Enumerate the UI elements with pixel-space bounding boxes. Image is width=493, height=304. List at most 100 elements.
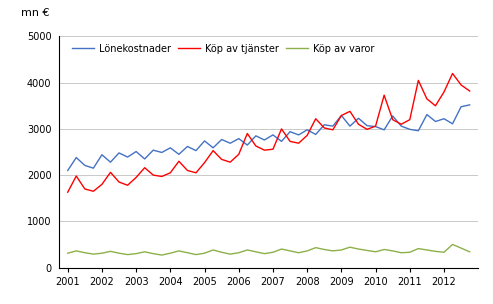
Köp av tjänster xyxy=(373,124,379,128)
Lönekostnader xyxy=(338,114,344,117)
Köp av tjänster xyxy=(450,72,456,75)
Köp av varor xyxy=(202,251,208,255)
Köp av tjänster xyxy=(90,189,96,193)
Lönekostnader xyxy=(236,137,242,140)
Köp av tjänster xyxy=(279,127,284,131)
Köp av tjänster xyxy=(73,174,79,178)
Köp av varor xyxy=(407,250,413,254)
Lönekostnader xyxy=(65,169,70,172)
Line: Köp av tjänster: Köp av tjänster xyxy=(68,74,470,192)
Köp av tjänster xyxy=(82,187,88,191)
Köp av tjänster xyxy=(287,140,293,143)
Köp av tjänster xyxy=(330,128,336,132)
Köp av tjänster xyxy=(313,117,318,121)
Lönekostnader xyxy=(202,139,208,143)
Lönekostnader xyxy=(107,160,113,164)
Köp av tjänster xyxy=(261,148,267,152)
Köp av tjänster xyxy=(304,133,310,137)
Köp av varor xyxy=(90,252,96,256)
Text: mn €: mn € xyxy=(22,8,50,18)
Lönekostnader xyxy=(441,117,447,121)
Köp av tjänster xyxy=(296,141,302,145)
Köp av varor xyxy=(236,251,242,254)
Köp av varor xyxy=(330,249,336,253)
Köp av tjänster xyxy=(270,147,276,151)
Köp av tjänster xyxy=(398,123,404,126)
Köp av varor xyxy=(116,251,122,255)
Lönekostnader xyxy=(330,124,336,128)
Köp av varor xyxy=(261,252,267,255)
Köp av varor xyxy=(304,249,310,253)
Köp av tjänster xyxy=(168,171,174,174)
Lönekostnader xyxy=(424,113,430,116)
Köp av varor xyxy=(432,250,438,253)
Legend: Lönekostnader, Köp av tjänster, Köp av varor: Lönekostnader, Köp av tjänster, Köp av v… xyxy=(72,44,374,54)
Köp av tjänster xyxy=(381,93,387,97)
Köp av varor xyxy=(441,250,447,254)
Lönekostnader xyxy=(227,141,233,145)
Lönekostnader xyxy=(416,129,422,133)
Line: Lönekostnader: Lönekostnader xyxy=(68,105,470,171)
Lönekostnader xyxy=(304,128,310,132)
Lönekostnader xyxy=(364,124,370,127)
Köp av varor xyxy=(373,250,379,254)
Köp av tjänster xyxy=(227,160,233,164)
Köp av varor xyxy=(73,249,79,253)
Köp av tjänster xyxy=(141,166,147,170)
Köp av tjänster xyxy=(193,171,199,174)
Lönekostnader xyxy=(176,153,182,156)
Köp av tjänster xyxy=(150,173,156,177)
Köp av varor xyxy=(450,243,456,246)
Köp av tjänster xyxy=(321,126,327,130)
Lönekostnader xyxy=(458,105,464,109)
Lönekostnader xyxy=(313,133,318,136)
Lönekostnader xyxy=(279,140,284,143)
Köp av tjänster xyxy=(176,159,182,163)
Line: Köp av varor: Köp av varor xyxy=(68,244,470,255)
Köp av varor xyxy=(381,248,387,251)
Köp av tjänster xyxy=(65,190,70,194)
Lönekostnader xyxy=(355,116,361,120)
Köp av varor xyxy=(125,253,131,256)
Lönekostnader xyxy=(261,138,267,142)
Köp av varor xyxy=(338,248,344,252)
Köp av varor xyxy=(193,253,199,256)
Köp av tjänster xyxy=(424,97,430,101)
Köp av varor xyxy=(107,250,113,253)
Köp av varor xyxy=(82,251,88,254)
Lönekostnader xyxy=(184,145,190,148)
Köp av varor xyxy=(184,251,190,254)
Lönekostnader xyxy=(159,151,165,154)
Lönekostnader xyxy=(347,124,353,128)
Lönekostnader xyxy=(193,149,199,152)
Köp av varor xyxy=(99,251,105,255)
Köp av varor xyxy=(347,245,353,249)
Köp av tjänster xyxy=(407,118,413,122)
Köp av varor xyxy=(253,250,259,254)
Lönekostnader xyxy=(210,146,216,150)
Köp av varor xyxy=(219,250,225,254)
Köp av varor xyxy=(321,248,327,251)
Köp av varor xyxy=(287,249,293,253)
Lönekostnader xyxy=(407,128,413,131)
Köp av varor xyxy=(159,253,165,257)
Lönekostnader xyxy=(168,146,174,150)
Lönekostnader xyxy=(73,156,79,159)
Köp av tjänster xyxy=(355,123,361,126)
Lönekostnader xyxy=(133,150,139,153)
Köp av varor xyxy=(227,252,233,256)
Köp av varor xyxy=(355,247,361,251)
Köp av varor xyxy=(364,249,370,252)
Lönekostnader xyxy=(450,122,456,126)
Köp av varor xyxy=(458,246,464,250)
Köp av varor xyxy=(245,248,250,252)
Köp av tjänster xyxy=(210,149,216,152)
Köp av varor xyxy=(168,251,174,255)
Köp av varor xyxy=(424,248,430,252)
Lönekostnader xyxy=(381,128,387,132)
Lönekostnader xyxy=(245,143,250,147)
Köp av varor xyxy=(313,246,318,250)
Köp av varor xyxy=(141,250,147,254)
Köp av varor xyxy=(176,249,182,253)
Lönekostnader xyxy=(390,114,396,118)
